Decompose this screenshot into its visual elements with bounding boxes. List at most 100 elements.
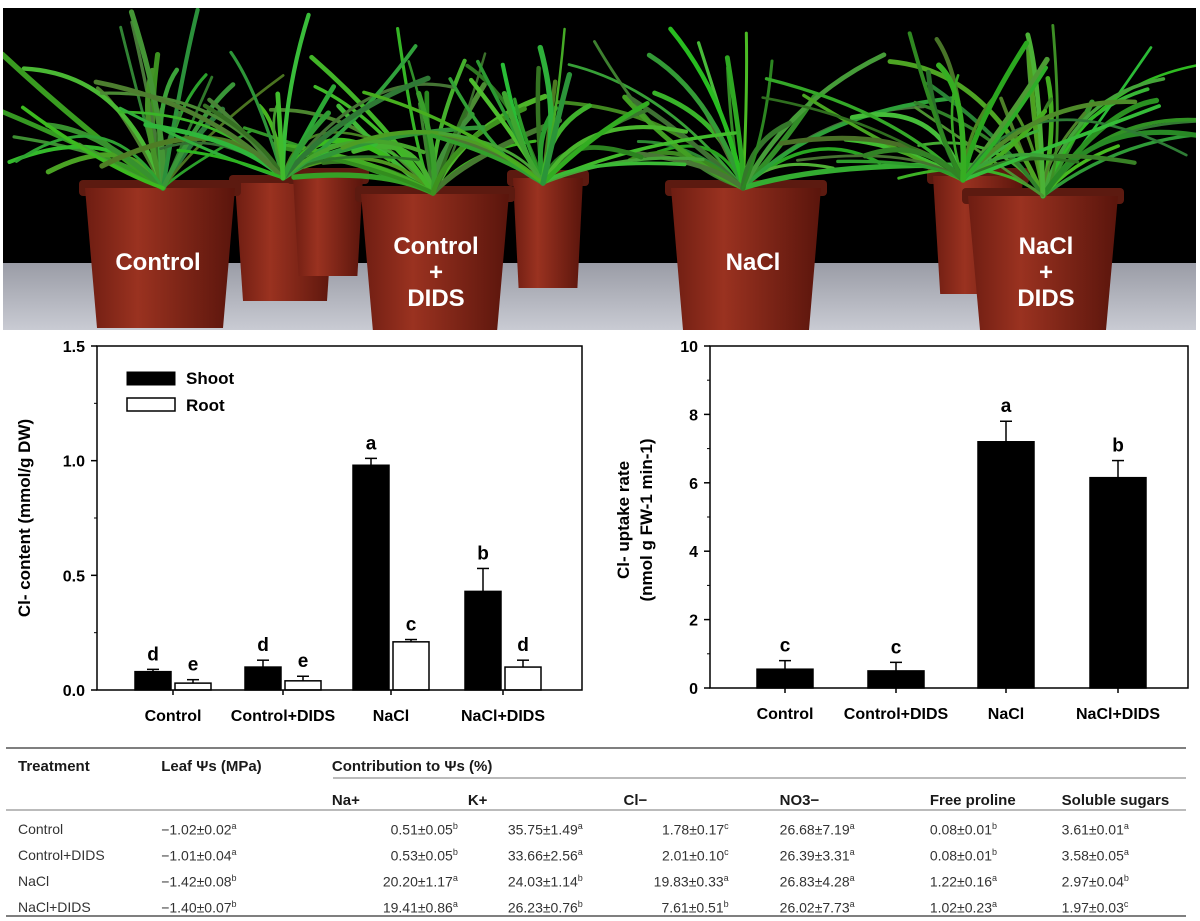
leaf: [540, 72, 573, 186]
table-cell: 26.68±7.19a: [779, 820, 855, 838]
right-y-tick-label: 4: [689, 544, 698, 561]
table-cell-treatment: NaCl+DIDS: [18, 899, 91, 915]
table-cell: 26.39±3.31a: [779, 846, 855, 864]
right-bar: [867, 670, 925, 689]
right-x-tick-label: Control+DIDS: [844, 706, 949, 723]
table-row: NaCl −1.42±0.08b 20.20±1.17a 24.03±1.14b 19.…: [4, 868, 1184, 894]
table-cell-treatment: NaCl: [18, 873, 50, 889]
leaf: [862, 147, 966, 183]
th-contribution: Contribution to Ψs (%): [331, 757, 493, 775]
leaf: [362, 90, 545, 185]
right-bar: [977, 441, 1035, 689]
leaf: [280, 110, 332, 181]
right-significance-letter: a: [1001, 396, 1012, 417]
right-y-tick-label: 6: [689, 476, 698, 493]
legend-label-root: Root: [186, 396, 225, 415]
leaf: [280, 75, 431, 181]
leaf: [541, 161, 687, 185]
legend-label-shoot: Shoot: [186, 369, 234, 388]
left-bar-shoot: [244, 666, 282, 691]
leaf: [961, 104, 1161, 182]
leaf: [887, 59, 1046, 199]
leaf: [622, 149, 746, 191]
left-bar-root: [284, 680, 322, 691]
left-y-tick-label: 1.0: [63, 454, 85, 471]
right-y-axis-label-line2: (nmol g FW-1 min-1): [637, 438, 656, 601]
leaf: [668, 26, 746, 191]
table-cell: 20.20±1.17a: [382, 872, 458, 890]
right-bar: [756, 668, 814, 689]
table-row: NaCl+DIDS −1.40±0.07b 19.41±0.86a 26.23±0.7…: [4, 894, 1184, 920]
table-cell: 1.22±0.16a: [929, 872, 998, 890]
left-significance-letter: d: [257, 635, 269, 656]
table-cell: 33.66±2.56a: [507, 846, 583, 864]
right-significance-letter: c: [891, 637, 902, 658]
left-x-tick-label: Control: [145, 708, 202, 725]
table-cell: −1.40±0.07b: [161, 898, 237, 916]
osmotic-contribution-table: Treatment Leaf Ψs (MPa) Contribution to …: [0, 740, 1200, 921]
table-cell: 2.01±0.10c: [661, 846, 729, 864]
th-cl: Cl−: [623, 791, 648, 809]
right-y-tick-label: 2: [689, 613, 698, 630]
leaf: [740, 52, 887, 191]
table-cell: 0.08±0.01b: [929, 846, 998, 864]
right-y-tick-label: 10: [680, 339, 698, 356]
table-cell: 3.61±0.01a: [1061, 820, 1129, 838]
left-bar-shoot: [352, 464, 390, 691]
table-cell: 1.97±0.03c: [1061, 898, 1129, 916]
table-cell: 2.97±0.04b: [1061, 872, 1129, 890]
table-cell: 0.08±0.01b: [929, 820, 998, 838]
left-legend: Shoot Root: [126, 369, 234, 415]
leaf: [176, 148, 285, 180]
left-y-axis-label: Cl- content (mmol/g DW): [15, 419, 34, 617]
photo-label-control-dids: Control + DIDS: [393, 233, 478, 312]
left-y-tick-label: 1.5: [63, 339, 85, 356]
leaf: [21, 66, 166, 191]
leaf: [20, 105, 165, 190]
photo-label-control: Control: [115, 249, 200, 276]
table-row: Control −1.02±0.02a 0.51±0.05b 35.75±1.49a 1…: [4, 816, 1184, 842]
leaf: [907, 31, 965, 182]
table-cell: 26.23±0.76b: [507, 898, 583, 916]
table-cell: 26.83±4.28a: [779, 872, 855, 890]
left-x-tick-label: NaCl+DIDS: [461, 708, 545, 725]
th-k: K+: [467, 791, 488, 809]
leaf: [740, 96, 956, 191]
right-x-tick-label: Control: [757, 706, 814, 723]
right-significance-letter: c: [780, 636, 791, 657]
leaf: [202, 103, 286, 181]
table-cell: 3.58±0.05a: [1061, 846, 1129, 864]
th-no3: NO3−: [779, 791, 820, 809]
cl-uptake-chart: 0 2 4 6 8 10 c c a b Cl- uptake rate (nmol g FW-…: [614, 339, 1189, 723]
pot: [968, 196, 1118, 330]
trait-table: Treatment Leaf Ψs (MPa) Contribution to …: [4, 748, 1184, 920]
table-cell-treatment: Control: [18, 821, 64, 837]
pot: [85, 188, 235, 328]
left-plot-frame: [96, 345, 583, 691]
leaf: [309, 54, 436, 196]
table-cell: 1.78±0.17c: [661, 820, 729, 838]
table-cell: −1.01±0.04a: [161, 846, 237, 864]
left-significance-letter: e: [298, 651, 309, 672]
table-cell: 19.83±0.33a: [653, 872, 729, 890]
table-cell: −1.02±0.02a: [161, 820, 237, 838]
table-cell: 7.61±0.51b: [661, 898, 729, 916]
table-cell: 24.03±1.14b: [507, 872, 583, 890]
left-bar-root: [504, 666, 542, 691]
table-cell-treatment: Control+DIDS: [18, 847, 105, 863]
leaf: [14, 134, 165, 190]
table-cell: 0.53±0.05b: [390, 846, 458, 864]
leaf: [1025, 32, 1046, 199]
right-significance-letter: b: [1112, 436, 1124, 457]
right-y-tick-label: 0: [689, 681, 698, 698]
pot: [513, 178, 583, 288]
left-significance-letter: e: [188, 655, 199, 676]
plant-photo: Control Control + DIDS NaCl NaCl + DIDS: [3, 8, 1196, 330]
left-bar-shoot: [134, 670, 172, 691]
th-na: Na+: [331, 791, 360, 809]
right-bar: [1089, 476, 1147, 689]
pot: [361, 194, 509, 330]
left-significance-letter: d: [517, 635, 529, 656]
leaf: [438, 131, 545, 185]
table-cell: 35.75±1.49a: [507, 820, 583, 838]
